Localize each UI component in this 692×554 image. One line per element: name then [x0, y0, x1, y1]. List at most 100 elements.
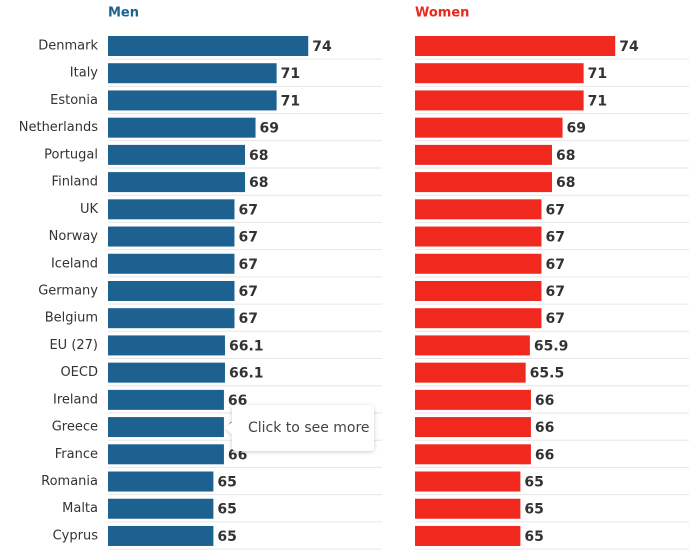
category-label: Belgium: [45, 311, 98, 326]
value-label: 68: [556, 148, 575, 164]
value-label: 65: [217, 475, 236, 491]
value-label: 69: [260, 121, 279, 137]
value-label: 67: [238, 257, 257, 273]
bar: [108, 498, 214, 519]
category-label: EU (27): [49, 338, 98, 353]
bar: [415, 335, 530, 356]
bar: [108, 253, 235, 274]
bar: [415, 498, 521, 519]
value-label: 65: [524, 475, 543, 491]
category-label: UK: [80, 202, 99, 217]
bar: [108, 226, 235, 247]
category-label: Italy: [70, 66, 99, 81]
bar: [108, 471, 214, 492]
bar: [415, 199, 542, 220]
value-label: 67: [545, 311, 564, 327]
value-label: 67: [238, 230, 257, 246]
bar: [108, 117, 256, 138]
value-label: 68: [249, 148, 268, 164]
value-label: 66: [535, 447, 554, 463]
category-label: Greece: [52, 420, 98, 435]
bar: [415, 471, 521, 492]
value-label: 67: [545, 284, 564, 300]
value-label: 65.9: [534, 338, 569, 354]
value-label: 69: [567, 121, 586, 137]
bar: [415, 417, 531, 438]
value-label: 68: [249, 175, 268, 191]
category-label: Denmark: [38, 39, 98, 54]
value-label: 74: [619, 39, 639, 55]
value-label: 66: [228, 447, 247, 463]
category-label: OECD: [60, 365, 98, 380]
bar: [108, 525, 214, 546]
value-label: 67: [238, 202, 257, 218]
category-label: Estonia: [50, 93, 98, 108]
value-label: 65: [217, 529, 236, 545]
category-label: Malta: [62, 501, 98, 516]
bar: [415, 308, 542, 329]
value-label: 66.1: [229, 338, 264, 354]
value-label: 68: [556, 175, 575, 191]
panel-title: Women: [415, 6, 469, 21]
value-label: 65: [524, 502, 543, 518]
value-label: 67: [238, 284, 257, 300]
bar: [108, 335, 225, 356]
bar: [108, 417, 224, 438]
category-label: Romania: [41, 474, 98, 489]
bar: [415, 144, 552, 165]
value-label: 66: [535, 393, 554, 409]
tooltip-text[interactable]: Click to see more: [248, 420, 370, 436]
bar: [108, 144, 245, 165]
panel-title: Men: [108, 6, 139, 21]
bar: [108, 308, 235, 329]
bar: [415, 444, 531, 465]
bar: [108, 362, 225, 383]
bar: [415, 90, 584, 111]
category-label: Germany: [38, 283, 98, 298]
category-label: Finland: [52, 175, 98, 190]
plot: Denmark Italy Estonia Netherlands Portugal Fi…: [19, 36, 689, 550]
value-label: 71: [588, 66, 607, 82]
bar: [415, 253, 542, 274]
value-label: 67: [545, 257, 564, 273]
category-label: Iceland: [51, 256, 98, 271]
bar: [415, 226, 542, 247]
bar: [415, 36, 616, 56]
bar: [415, 362, 526, 383]
value-label: 67: [238, 311, 257, 327]
bar: [415, 525, 521, 546]
bar: [108, 389, 224, 410]
tooltip-box: [225, 405, 374, 451]
category-label: Portugal: [44, 147, 98, 162]
bar: [415, 172, 552, 193]
value-label: 66.1: [229, 366, 264, 382]
value-label: 67: [545, 230, 564, 246]
value-label: 66: [228, 393, 247, 409]
tooltip[interactable]: [225, 405, 374, 451]
value-label: 71: [588, 93, 607, 109]
bar: [108, 444, 224, 465]
value-label: 71: [281, 66, 300, 82]
category-label: Cyprus: [53, 528, 99, 543]
value-label: 65: [217, 502, 236, 518]
bar: [415, 280, 542, 301]
category-label: Norway: [49, 229, 99, 244]
value-label: 67: [545, 202, 564, 218]
bar: [415, 117, 563, 138]
value-label: 65.5: [530, 366, 565, 382]
value-label: 74: [312, 39, 332, 55]
category-label: Netherlands: [19, 120, 98, 135]
value-label: 71: [281, 93, 300, 109]
bar: [108, 172, 245, 193]
value-label: 66: [535, 420, 554, 436]
bar: [108, 90, 277, 111]
bar: [415, 389, 531, 410]
bar: [108, 36, 309, 56]
bar: [108, 199, 235, 220]
value-label: 65: [524, 529, 543, 545]
bar: [108, 280, 235, 301]
bar: [415, 63, 584, 84]
category-label: France: [55, 447, 98, 462]
